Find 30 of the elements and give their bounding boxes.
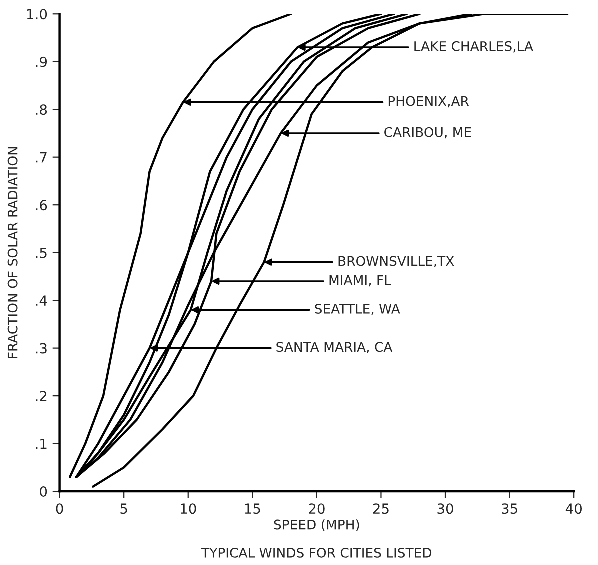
x-tick-label: 40 xyxy=(566,504,582,514)
y-tick-label: .7 xyxy=(36,152,47,163)
annotation: CARIBOU, ME xyxy=(384,127,472,139)
y-tick-label: .1 xyxy=(36,438,47,450)
x-tick-label: 0 xyxy=(56,504,64,514)
y-tick-label: .9 xyxy=(36,56,48,68)
x-tick-label: 20 xyxy=(309,504,325,514)
y-tick-label: .6 xyxy=(36,200,48,211)
annotation: LAKE CHARLES,LA xyxy=(414,41,534,53)
annotation: BROWNSVILLE,TX xyxy=(338,256,454,268)
x-tick-label: 5 xyxy=(120,504,128,514)
y-tick-label: .3 xyxy=(36,343,47,354)
annotation: MIAMI, FL xyxy=(330,276,392,287)
y-tick-label: .2 xyxy=(36,391,47,402)
x-tick-label: 30 xyxy=(438,504,454,514)
y-tick-label: .4 xyxy=(36,296,48,306)
y-tick-label: .5 xyxy=(36,248,47,258)
y-tick-label: 0 xyxy=(40,486,48,498)
annotation: SANTA MARIA, CA xyxy=(276,342,393,354)
annotation: SEATTLE, WA xyxy=(315,304,400,316)
y-axis-title: FRACTION OF SOLAR RADIATION xyxy=(8,147,18,358)
x-tick-label: 15 xyxy=(245,504,260,514)
y-tick-label: 1.0 xyxy=(27,9,48,20)
x-tick-label: 10 xyxy=(181,504,196,514)
x-tick-label: 35 xyxy=(502,504,518,514)
x-tick-label: 25 xyxy=(373,504,389,514)
annotation: PHOENIX,AR xyxy=(388,96,470,108)
x-axis-title: SPEED (MPH) xyxy=(274,520,360,532)
y-tick-label: .8 xyxy=(36,104,48,116)
text: TYPICAL WINDS FOR CITIES LISTED xyxy=(202,548,432,558)
